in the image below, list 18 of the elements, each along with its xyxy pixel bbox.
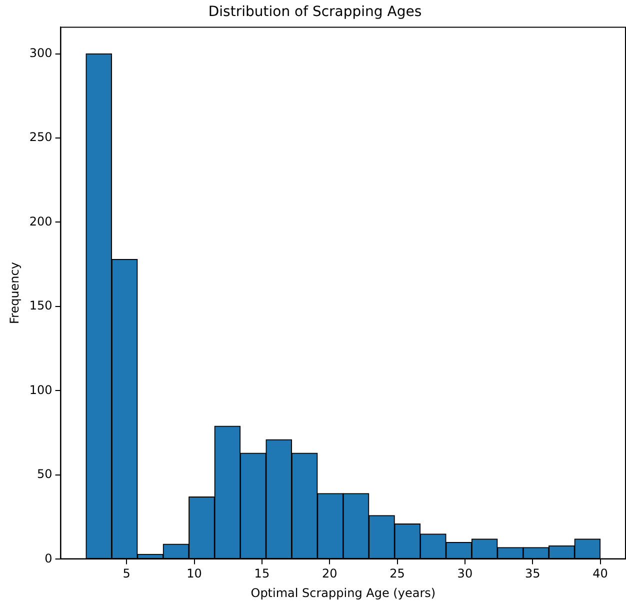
y-tick-label: 200 [29,214,52,228]
y-tick-label: 50 [37,467,52,482]
y-tick-label: 250 [29,130,52,144]
y-axis-title: Frequency [7,262,22,324]
y-tick-label: 100 [29,382,52,397]
y-tick-label: 150 [29,298,52,313]
x-axis-title: Optimal Scrapping Age (years) [250,586,436,600]
x-tick-label: 35 [524,566,540,581]
x-tick-label: 10 [186,566,202,581]
x-tick-label: 25 [390,566,405,581]
x-tick-label: 40 [592,566,608,581]
x-tick-label: 20 [322,566,338,581]
y-tick-label: 0 [44,551,52,566]
chart-title: Distribution of Scrapping Ages [208,4,422,20]
y-tick-label: 300 [29,46,52,60]
x-tick-label: 5 [122,566,130,581]
x-tick-label: 30 [457,566,473,581]
x-tick-label: 15 [254,566,270,581]
